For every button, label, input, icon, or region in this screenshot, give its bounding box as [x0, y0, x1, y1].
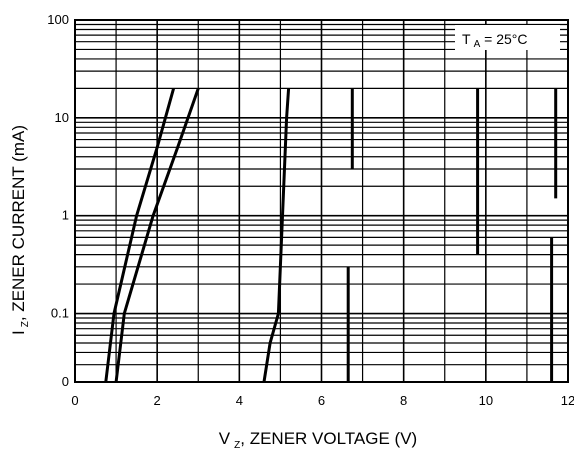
- y-tick-label: 100: [47, 12, 69, 27]
- series-line-3: [262, 88, 291, 383]
- y-tick-label: 0.1: [51, 306, 69, 321]
- plot-frame: [74, 19, 569, 383]
- x-tick-label: 6: [318, 393, 325, 408]
- y-tick-label: 10: [55, 110, 69, 125]
- x-tick-label: 12: [561, 393, 574, 408]
- plot-border: [74, 19, 569, 383]
- y-axis-title: IZ, ZENER CURRENT (mA): [9, 125, 31, 335]
- series-line-2: [114, 87, 200, 383]
- x-tick-label: 8: [400, 393, 407, 408]
- y-tick-label: 1: [62, 208, 69, 223]
- x-tick-label: 0: [71, 393, 78, 408]
- series-line-1: [104, 87, 176, 383]
- x-tick-label: 10: [479, 393, 493, 408]
- y-tick-label: 0: [62, 374, 69, 389]
- x-axis-title: V Z, ZENER VOLTAGE (V): [219, 429, 417, 451]
- annotation-box: [455, 25, 560, 50]
- x-tick-label: 4: [236, 393, 243, 408]
- tick-labels: 0 2 4 6 8 10 12 100 10 1 0.1 0: [47, 12, 574, 408]
- x-tick-label: 2: [154, 393, 161, 408]
- series-group: [104, 87, 558, 383]
